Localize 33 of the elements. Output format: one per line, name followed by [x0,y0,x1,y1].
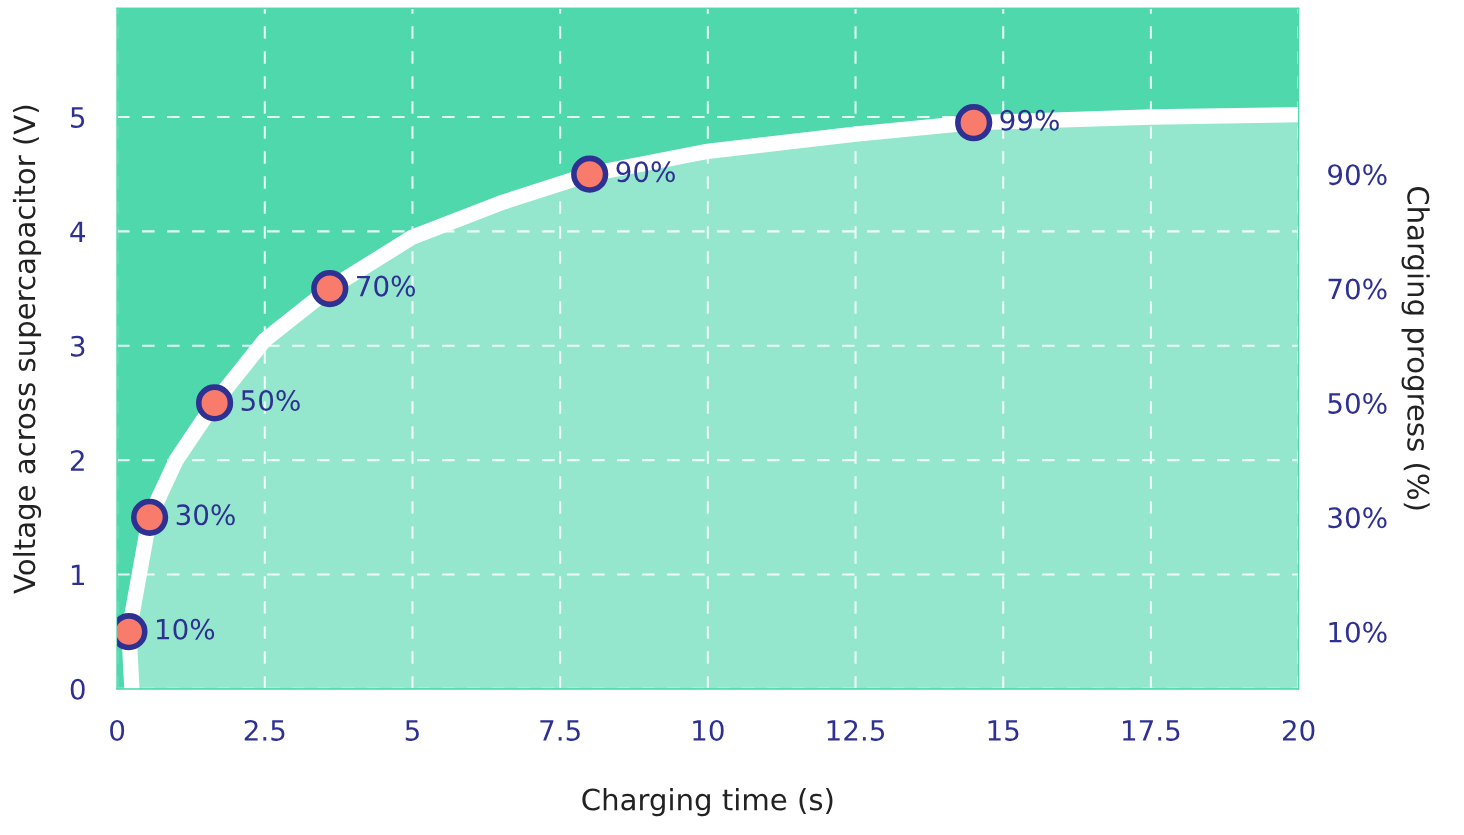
x-tick-label: 15 [988,720,1019,741]
data-label: 10% [156,618,215,640]
point [571,155,609,193]
x-tick-label: 12.5 [827,719,885,741]
point [955,104,993,142]
y-tick-label: 1 [71,564,84,586]
y-tick-label: 3 [71,335,85,357]
x-tick-label: 17.5 [1123,720,1180,741]
y2-axis-title: Charging progress (%) [1401,186,1430,510]
y2-tick-label: 70% [1328,278,1387,300]
x-tick-label: 5 [405,720,419,741]
y2-tick-label: 10% [1329,621,1387,643]
x-tick-label: 2.5 [244,719,285,741]
y2-tick-label: 50% [1328,392,1387,414]
point [130,498,169,536]
y2-tick-label: 90% [1328,164,1387,186]
y-tick-label: 4 [70,221,86,242]
x-tick-label: 0 [110,719,125,741]
y2-tick-label: 30% [1328,507,1387,529]
y-axis-title: Voltage across supercapacitor (V) [12,105,42,594]
point [195,384,234,422]
x-axis-title: Charging time (s) [582,787,833,817]
point [311,269,349,308]
y-tick-label: 5 [71,107,85,128]
x-tick-label: 20 [1282,719,1315,741]
data-label: 50% [241,389,300,411]
x-tick-label: 7.5 [540,720,580,741]
data-label: 70% [357,275,415,297]
y-tick-label: 2 [70,450,84,471]
y-tick-label: 0 [70,678,85,700]
x-tick-label: 10 [693,719,724,741]
data-label: 30% [176,504,235,526]
data-label: 99% [1000,109,1059,131]
